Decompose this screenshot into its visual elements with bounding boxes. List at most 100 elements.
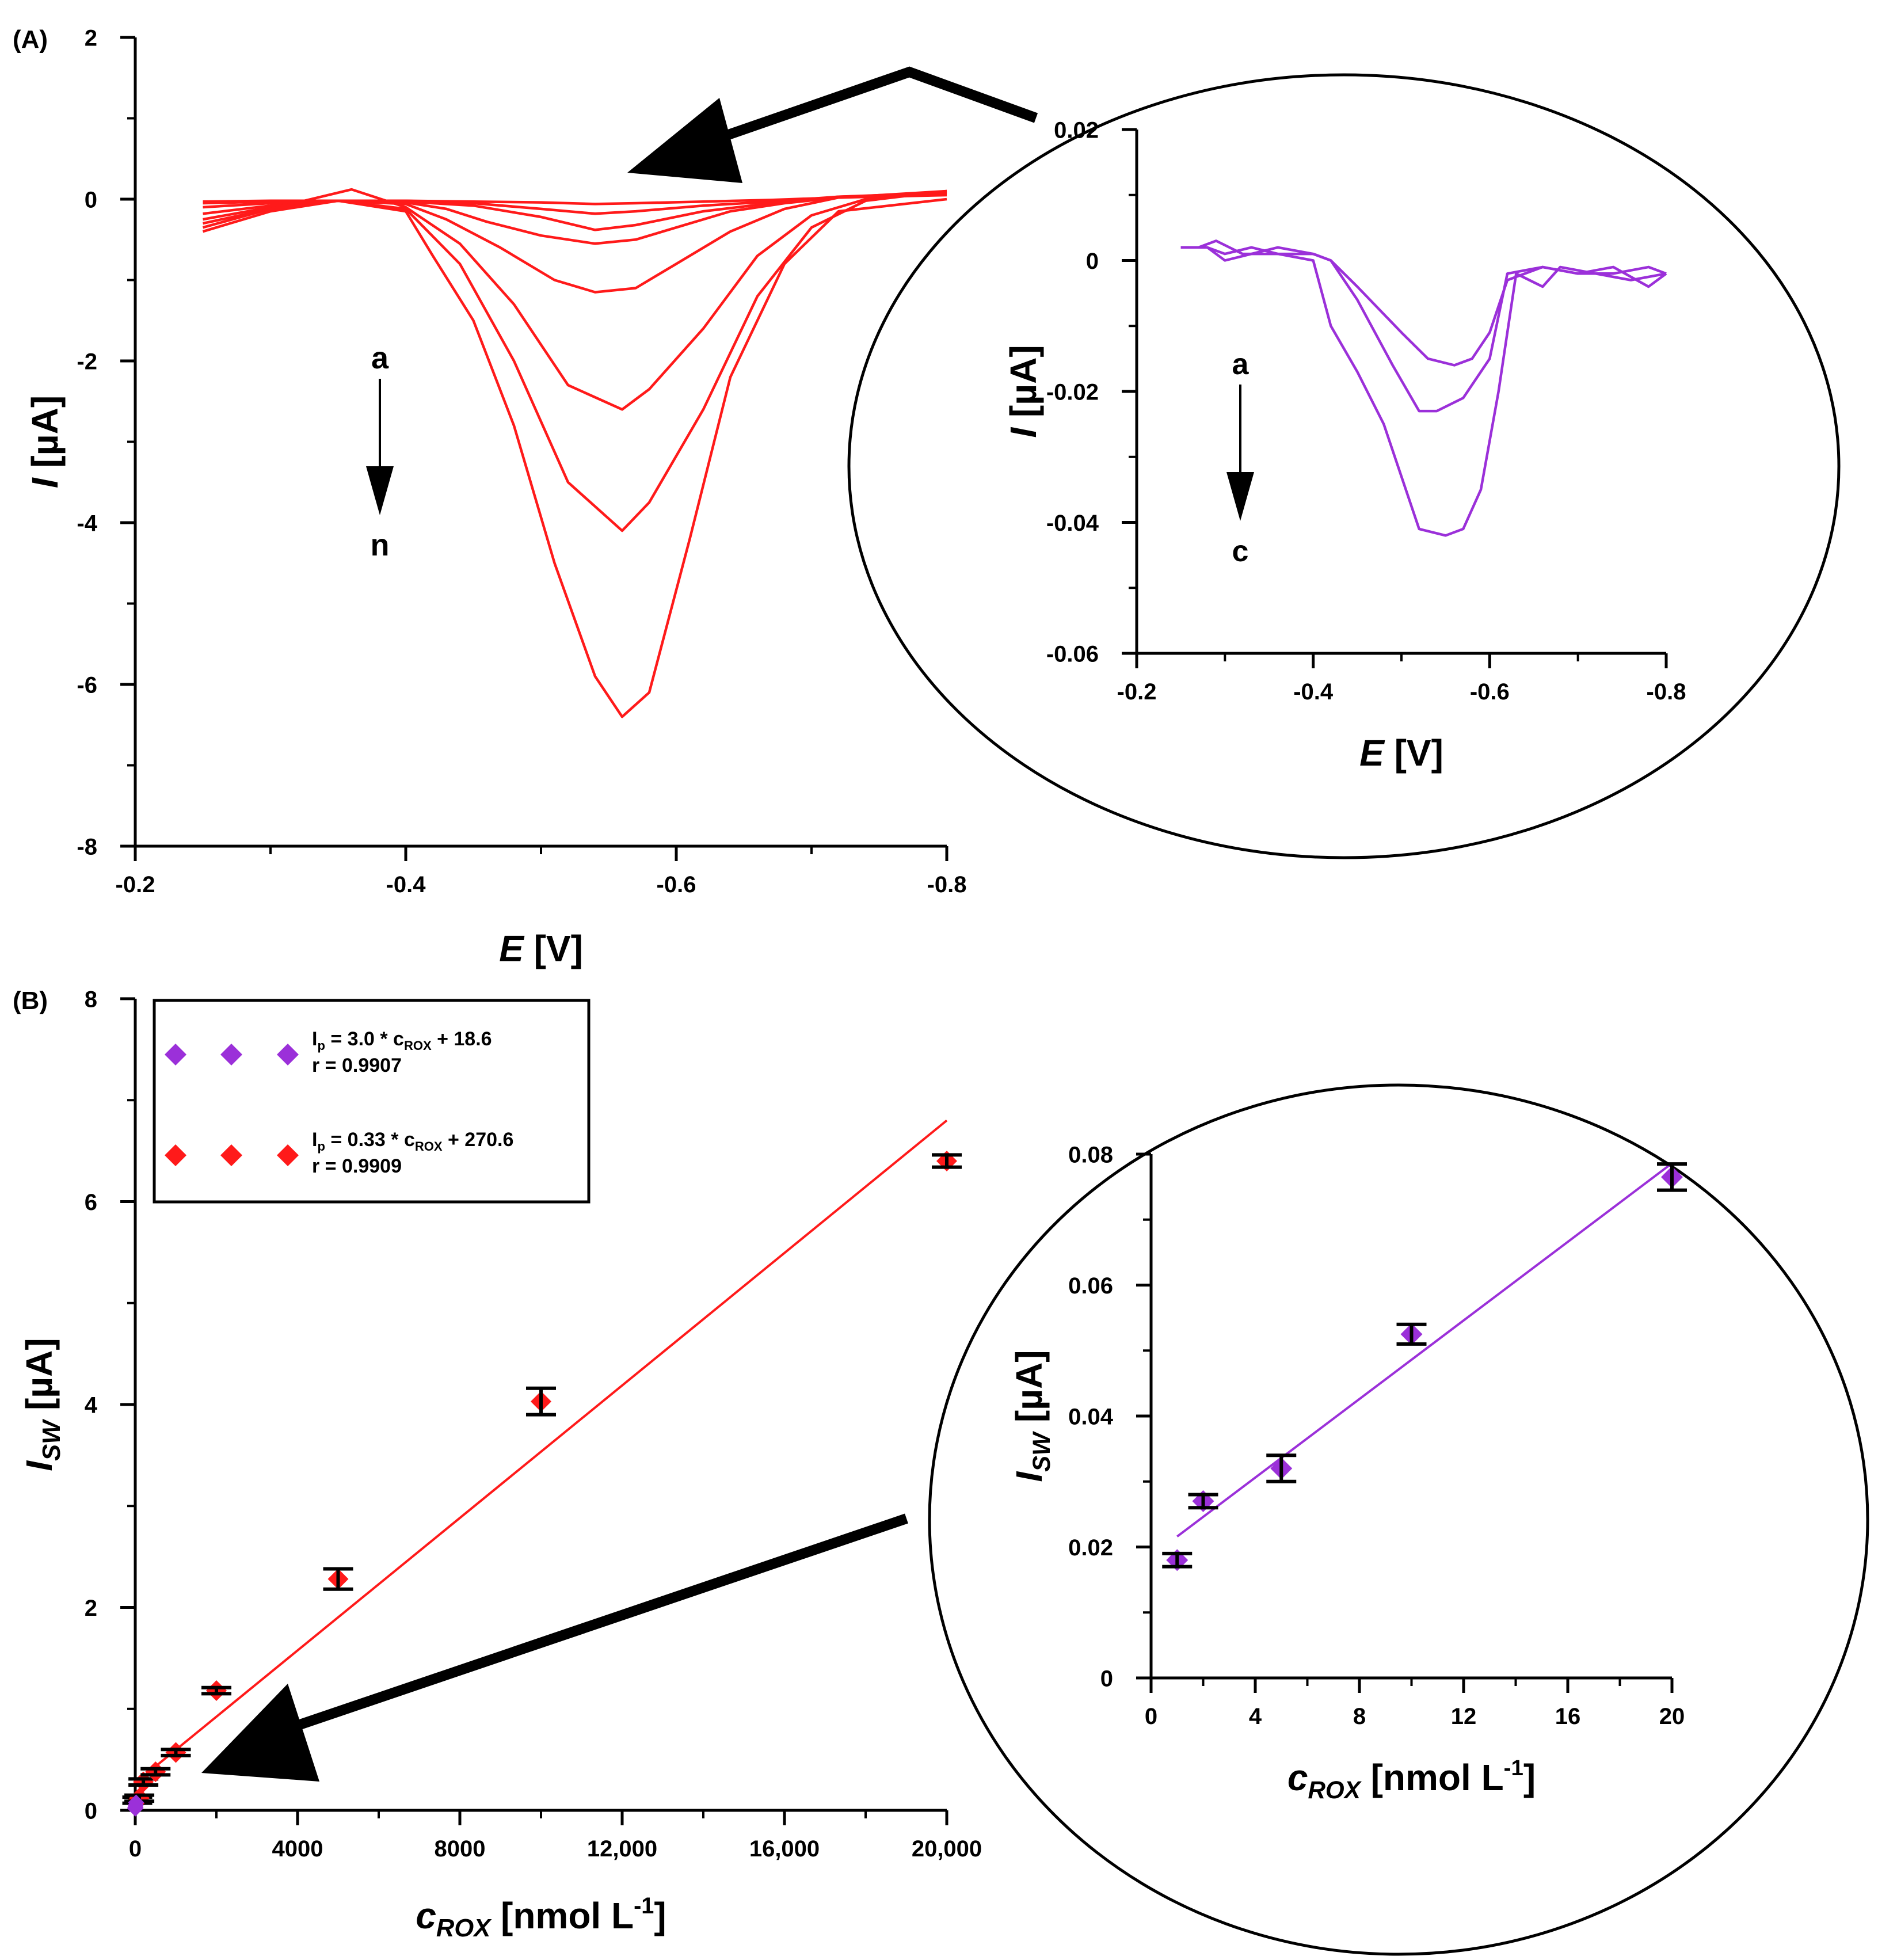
error-bar	[201, 1685, 231, 1696]
legend-item: Ip = 0.33 * cROX + 270.6r = 0.9909	[165, 1129, 513, 1177]
x-tick-label: 12,000	[587, 1836, 657, 1862]
error-bar	[1266, 1453, 1297, 1483]
inset-ellipse-a	[847, 73, 1841, 859]
x-tick-label: -0.2	[1117, 679, 1157, 705]
arrow-head-icon	[366, 466, 394, 515]
x-axis-label: E [V]	[499, 928, 583, 969]
x-tick-label: 0	[1145, 1704, 1157, 1729]
zoom-arrow-a	[627, 66, 1038, 183]
y-axis-label: I [µA]	[1003, 345, 1044, 437]
x-axis-label: cROX [nmol L-1]	[1287, 1756, 1536, 1803]
order-arrow: ac	[1226, 348, 1254, 568]
x-tick-label: 16	[1555, 1704, 1581, 1729]
y-axis-label: I [µA]	[24, 395, 66, 488]
x-tick-label: 4	[1249, 1704, 1262, 1729]
x-tick-label: 4000	[272, 1836, 323, 1862]
arrow-start-label: a	[371, 341, 389, 375]
x-tick-label: -0.2	[116, 872, 155, 897]
legend-r-value: r = 0.9909	[312, 1155, 402, 1177]
zoom-arrowhead-icon	[627, 98, 742, 183]
error-bar	[526, 1386, 556, 1417]
error-bar	[1188, 1493, 1218, 1510]
arrow-end-label: c	[1232, 535, 1249, 568]
panel-a-inset-plot: -0.2 -0.4 -0.6 -0.8 0.02 0 -0.02 -0.04 -0.06 E [V…	[847, 73, 1841, 859]
y-tick-label: 0.04	[1068, 1404, 1114, 1429]
panel-b-inset-plot: 0 4 8 12 16 20 0 0.02 0.04 0.06 0.08 cROX [nmol L-1…	[928, 1083, 1869, 1956]
y-tick-label: -0.04	[1046, 511, 1099, 536]
fit-line-red	[134, 1119, 948, 1784]
inset-ellipse-b	[928, 1083, 1869, 1956]
arrow-end-label: n	[371, 528, 390, 562]
y-tick-label: -0.06	[1046, 641, 1099, 667]
legend-r-value: r = 0.9907	[312, 1055, 402, 1076]
legend-marker	[220, 1044, 242, 1065]
x-tick-label: 0	[129, 1836, 142, 1862]
y-tick-label: 2	[85, 1596, 97, 1621]
y-tick-label: 0.02	[1068, 1535, 1113, 1561]
y-tick-label: 0.08	[1068, 1142, 1113, 1167]
series-line-f	[202, 188, 947, 411]
x-tick-label: -0.8	[927, 872, 967, 897]
x-tick-label: -0.4	[386, 872, 426, 897]
axes: -0.2 -0.4 -0.6 -0.8 0.02 0 -0.02 -0.04 -0.06 E [V…	[1003, 117, 1686, 774]
legend-equation: Ip = 0.33 * cROX + 270.6	[312, 1129, 513, 1154]
x-tick-label: -0.4	[1293, 679, 1334, 705]
x-tick-label: 8000	[435, 1836, 486, 1862]
zoom-arrows	[201, 66, 1038, 1782]
legend-marker	[277, 1044, 299, 1065]
y-axis-label: ISW [µA]	[1008, 1350, 1055, 1482]
series-group	[202, 188, 947, 718]
panel-b-main-plot: 0 4000 8000 12,000 16,000 20,000 0 2 4 6 8 cROX [nm…	[13, 987, 982, 1942]
series-line-b	[1180, 246, 1667, 413]
axes: -0.2 -0.4 -0.6 -0.8 2 0 -2 -4 -6 -8 E [V] I [µA]	[24, 25, 966, 969]
error-bar	[1396, 1322, 1427, 1346]
series-line-n	[203, 197, 947, 718]
x-tick-label: -0.6	[1470, 679, 1510, 705]
legend-item: Ip = 3.0 * cROX + 18.6r = 0.9907	[165, 1028, 492, 1076]
arrow-head-icon	[1226, 472, 1254, 521]
x-tick-label: 16,000	[749, 1836, 820, 1862]
y-tick-label: 0	[85, 187, 97, 212]
series-line-c	[1180, 239, 1667, 537]
x-tick-label: -0.8	[1647, 679, 1686, 705]
error-bar	[932, 1153, 962, 1169]
y-tick-label: 0	[1100, 1666, 1113, 1691]
x-tick-label: 20	[1659, 1704, 1685, 1729]
y-tick-label: 4	[85, 1392, 98, 1418]
error-bar	[323, 1567, 353, 1591]
series-group	[1180, 239, 1667, 537]
legend-marker	[165, 1044, 186, 1065]
y-tick-label: -8	[77, 834, 97, 859]
x-tick-label: 8	[1353, 1704, 1366, 1729]
legend-marker	[220, 1144, 242, 1166]
axes: 0 4000 8000 12,000 16,000 20,000 0 2 4 6 8 cROX [nm…	[18, 987, 982, 1942]
y-tick-label: 0.06	[1068, 1273, 1113, 1299]
y-tick-label: -6	[77, 672, 97, 698]
error-bar	[140, 1767, 171, 1777]
x-axis-label: cROX [nmol L-1]	[416, 1893, 666, 1942]
y-tick-label: -0.02	[1046, 379, 1099, 405]
x-tick-label: -0.6	[657, 872, 696, 897]
fit-line-purple	[1176, 1162, 1673, 1537]
arrow-start-label: a	[1232, 348, 1250, 381]
y-tick-label: 0	[1086, 249, 1099, 274]
error-bar	[1657, 1162, 1687, 1192]
zoom-arrowhead-icon	[201, 1684, 319, 1782]
error-bar	[161, 1748, 191, 1757]
y-tick-label: -2	[77, 349, 97, 374]
axes: 0 4 8 12 16 20 0 0.02 0.04 0.06 0.08 cROX [nmol L-1…	[1008, 1142, 1685, 1803]
y-tick-label: 0	[85, 1798, 97, 1824]
x-tick-label: 12	[1451, 1704, 1477, 1729]
panel-a-main-plot: -0.2 -0.4 -0.6 -0.8 2 0 -2 -4 -6 -8 E [V] I [µA] (A)…	[13, 25, 966, 969]
data-point-purple	[128, 1794, 144, 1811]
y-axis-label: ISW [µA]	[18, 1338, 66, 1471]
y-tick-label: 6	[85, 1190, 97, 1215]
error-bar	[1162, 1551, 1193, 1569]
legend-marker	[165, 1144, 186, 1166]
series-line-g	[202, 189, 947, 532]
zoom-arrow-b	[201, 1513, 908, 1782]
y-tick-label: 2	[85, 25, 97, 51]
legend-marker	[277, 1144, 299, 1166]
y-tick-label: 8	[85, 987, 97, 1012]
